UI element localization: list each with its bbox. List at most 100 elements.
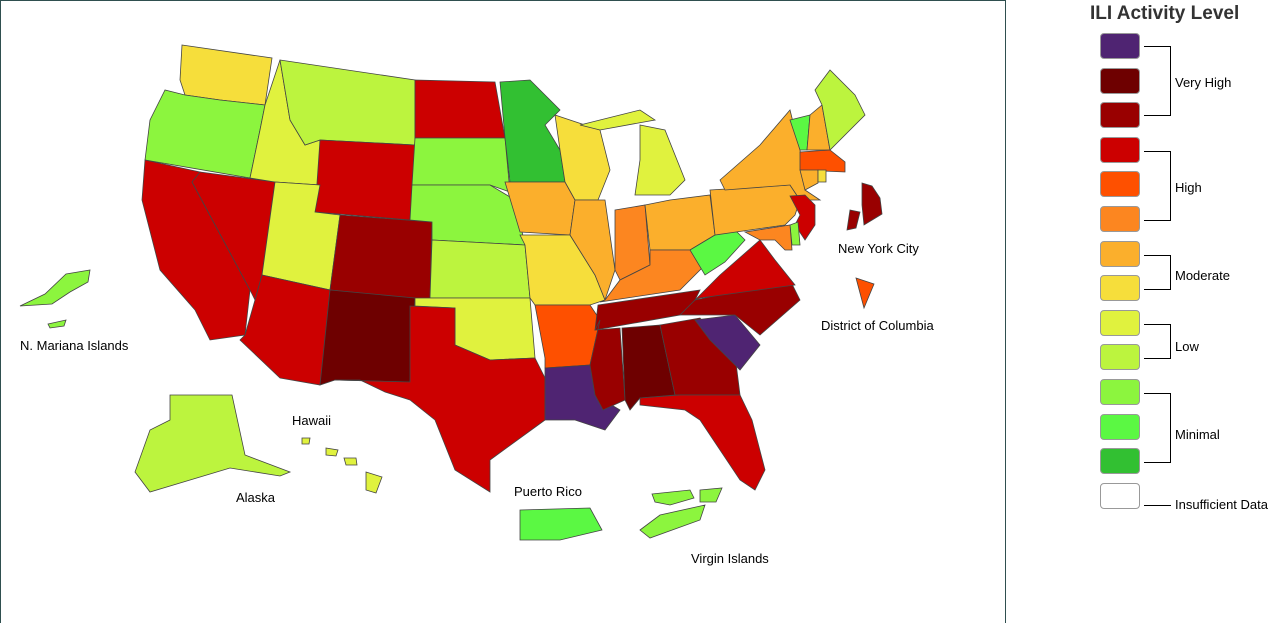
jurisdiction-shape[interactable]: [694, 314, 761, 371]
jurisdiction-shape[interactable]: [365, 471, 383, 494]
jurisdiction-shape[interactable]: [329, 214, 433, 301]
jurisdiction-shape[interactable]: [314, 139, 416, 221]
jurisdiction-shape[interactable]: [855, 277, 875, 310]
jurisdiction-ak[interactable]: [134, 394, 292, 493]
bracket-high: [1144, 151, 1171, 221]
jurisdiction-shape[interactable]: [429, 239, 531, 299]
jurisdiction-shape[interactable]: [279, 59, 416, 146]
jurisdiction-shape[interactable]: [699, 487, 723, 503]
legend-swatch-level-10: [1100, 136, 1140, 163]
jurisdiction-shape[interactable]: [651, 489, 695, 506]
leader-insufficient: [1144, 505, 1171, 506]
jurisdiction-shape[interactable]: [659, 317, 741, 396]
jurisdiction-pr[interactable]: [519, 507, 603, 541]
legend-title: ILI Activity Level: [1090, 3, 1240, 24]
jurisdiction-mt[interactable]: [279, 59, 416, 146]
jurisdiction-shape[interactable]: [579, 109, 657, 131]
label-hawaii: Hawaii: [292, 413, 332, 428]
jurisdiction-shape[interactable]: [534, 304, 601, 369]
jurisdiction-shape[interactable]: [589, 319, 626, 411]
jurisdiction-ri[interactable]: [817, 169, 827, 183]
jurisdiction-shape[interactable]: [19, 269, 91, 307]
jurisdiction-va[interactable]: [694, 239, 796, 301]
bracket-minimal: [1144, 393, 1171, 463]
jurisdiction-shape[interactable]: [301, 437, 311, 445]
jurisdiction-me[interactable]: [814, 69, 866, 151]
jurisdiction-wy[interactable]: [314, 139, 416, 221]
legend-swatch-level-4: [1100, 344, 1140, 371]
legend-swatch-level-13: [1100, 33, 1140, 59]
jurisdiction-shape[interactable]: [743, 224, 793, 251]
jurisdiction-shape[interactable]: [694, 239, 796, 301]
jurisdiction-dc[interactable]: [855, 277, 875, 310]
jurisdiction-ga[interactable]: [659, 317, 741, 396]
group-very-high: Very High: [1175, 75, 1232, 90]
jurisdiction-shape[interactable]: [519, 507, 603, 541]
jurisdiction-ms[interactable]: [589, 319, 626, 411]
group-minimal: Minimal: [1175, 427, 1220, 442]
jurisdiction-shape[interactable]: [861, 182, 883, 226]
legend-swatch-level-12: [1100, 67, 1140, 94]
jurisdiction-shape[interactable]: [134, 394, 292, 493]
jurisdiction-shape[interactable]: [814, 69, 866, 151]
group-insufficient-data: Insufficient Data: [1175, 497, 1268, 512]
jurisdiction-sc[interactable]: [694, 314, 761, 371]
legend-swatch-level-3: [1100, 379, 1140, 405]
legend-swatch-level-2: [1100, 413, 1140, 440]
jurisdiction-nm[interactable]: [319, 289, 416, 386]
jurisdiction-nyc[interactable]: [846, 182, 883, 231]
legend: ILI Activity Level Very High High Modera…: [1080, 0, 1274, 623]
jurisdiction-md[interactable]: [743, 224, 793, 251]
group-moderate: Moderate: [1175, 268, 1230, 283]
legend-swatch-level-8: [1100, 206, 1140, 232]
jurisdiction-ct[interactable]: [799, 169, 819, 191]
jurisdiction-shape[interactable]: [325, 447, 339, 457]
jurisdiction-shape[interactable]: [499, 79, 566, 183]
jurisdiction-ks[interactable]: [429, 239, 531, 299]
jurisdiction-shape[interactable]: [817, 169, 827, 183]
jurisdiction-nj[interactable]: [789, 194, 816, 241]
us-ili-map: [19, 44, 883, 541]
jurisdiction-hi[interactable]: [301, 437, 383, 494]
jurisdiction-shape[interactable]: [639, 394, 766, 491]
legend-swatch-level-1: [1100, 448, 1140, 475]
jurisdiction-shape[interactable]: [343, 457, 358, 466]
label-nyc: New York City: [838, 241, 919, 256]
jurisdiction-shape[interactable]: [319, 289, 416, 386]
jurisdiction-ma[interactable]: [799, 149, 846, 173]
legend-swatch-level-6: [1100, 275, 1140, 302]
jurisdiction-mp[interactable]: [19, 269, 91, 329]
jurisdiction-nd[interactable]: [414, 79, 506, 139]
jurisdiction-shape[interactable]: [846, 209, 861, 231]
jurisdiction-shape[interactable]: [799, 169, 819, 191]
jurisdiction-shape[interactable]: [47, 319, 67, 329]
bracket-low: [1144, 324, 1171, 359]
jurisdiction-tx[interactable]: [334, 305, 546, 493]
jurisdiction-shape[interactable]: [634, 124, 686, 196]
legend-swatch-level-7: [1100, 240, 1140, 267]
jurisdiction-co[interactable]: [329, 214, 433, 301]
group-low: Low: [1175, 339, 1199, 354]
jurisdiction-sd[interactable]: [411, 137, 511, 193]
label-virgin-islands: Virgin Islands: [691, 551, 769, 566]
legend-swatch-level-11: [1100, 102, 1140, 129]
jurisdiction-shape[interactable]: [334, 305, 546, 493]
group-high: High: [1175, 180, 1202, 195]
legend-swatch-level-5: [1100, 309, 1140, 336]
jurisdiction-fl[interactable]: [639, 394, 766, 491]
jurisdiction-ar[interactable]: [534, 304, 601, 369]
legend-swatch-level-0: [1100, 482, 1140, 509]
jurisdiction-mn[interactable]: [499, 79, 566, 183]
jurisdiction-shape[interactable]: [411, 137, 511, 193]
map-frame: [0, 0, 1006, 623]
jurisdiction-shape[interactable]: [799, 149, 846, 173]
jurisdiction-shape[interactable]: [414, 79, 506, 139]
jurisdiction-shape[interactable]: [639, 504, 706, 539]
jurisdiction-mi[interactable]: [579, 109, 686, 196]
jurisdiction-vi[interactable]: [639, 487, 723, 539]
legend-swatch-level-9: [1100, 171, 1140, 198]
bracket-moderate: [1144, 255, 1171, 290]
jurisdiction-shape[interactable]: [789, 194, 816, 241]
label-dc: District of Columbia: [821, 318, 934, 333]
label-alaska: Alaska: [236, 490, 276, 505]
